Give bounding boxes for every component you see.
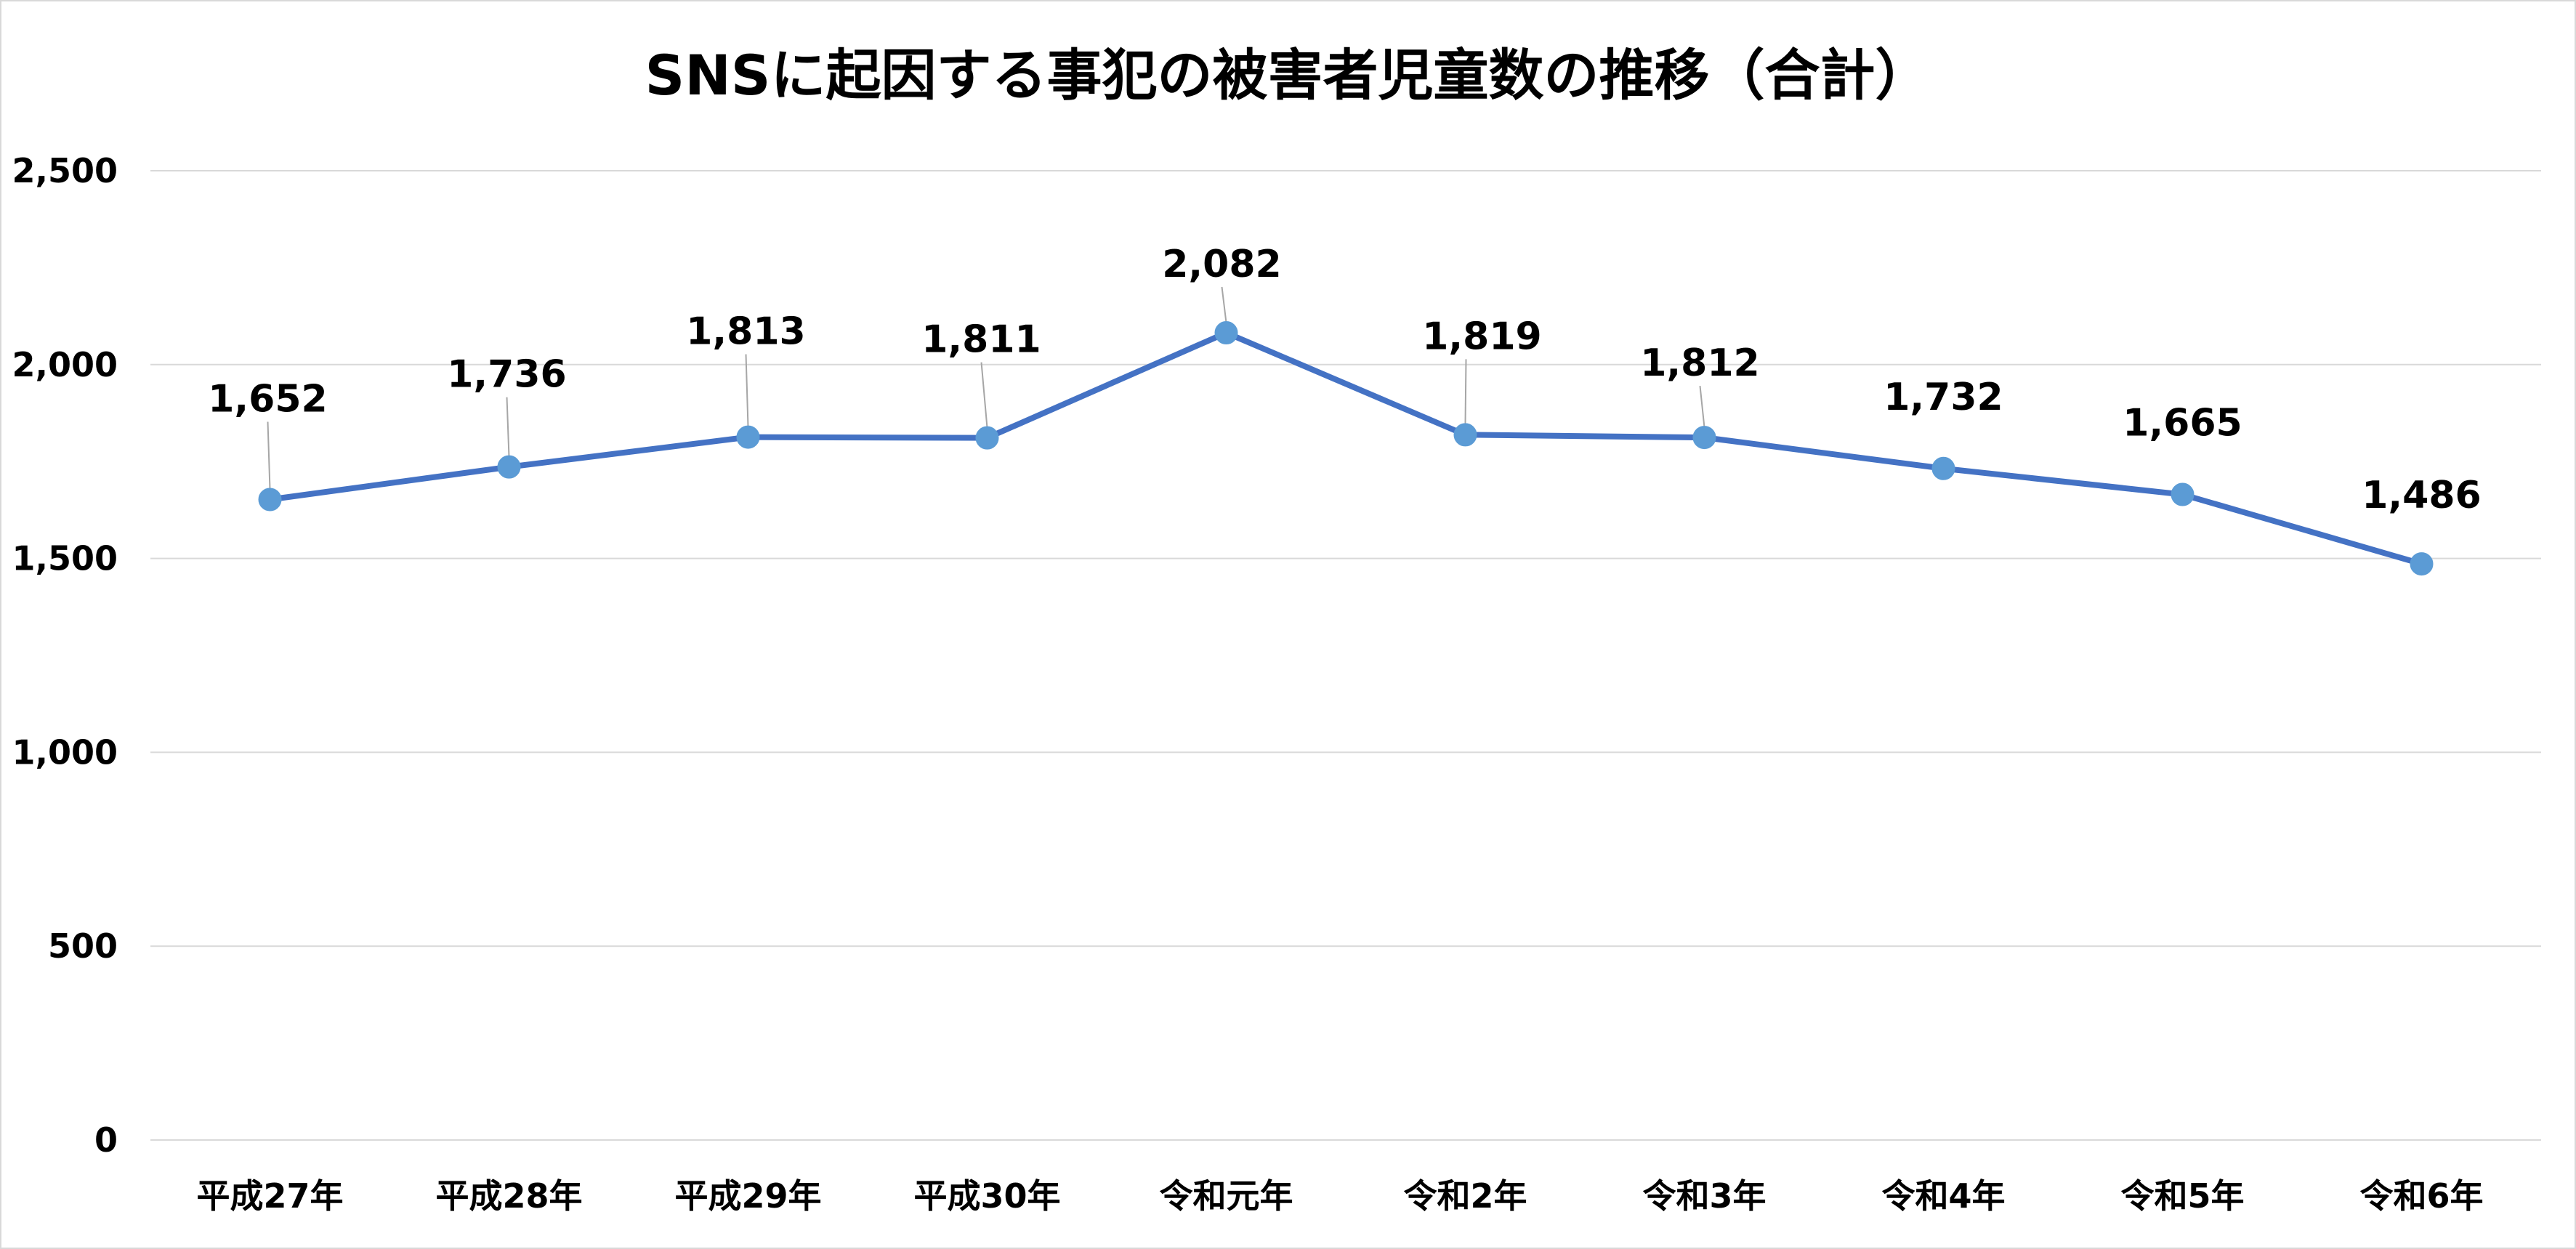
leader-line [980,362,988,428]
chart-title: SNSに起因する事犯の被害者児童数の推移（合計） [645,43,1930,108]
series-line-layer [267,330,2425,567]
y-tick-label: 1,500 [12,539,118,578]
data-point [497,455,521,479]
data-label: 1,652 [208,377,327,421]
y-tick-label: 2,000 [12,345,118,384]
data-label: 2,082 [1162,243,1281,286]
series-line [267,330,2425,567]
x-axis: 平成27年 平成28年 平成29年 平成30年 令和元年 令和2年 令和3年 令和4年 令和5年… [196,1176,2483,1216]
x-tick-label: 平成30年 [913,1176,1060,1216]
y-tick-label: 2,500 [12,151,118,190]
x-tick-label: 令和5年 [2120,1176,2244,1216]
data-point [2410,552,2434,576]
x-tick-label: 令和6年 [2359,1176,2483,1216]
data-markers [258,321,2434,576]
y-tick-label: 500 [48,926,118,966]
data-point [1692,426,1716,450]
leader-lines [267,286,1705,490]
data-point [1214,321,1238,345]
data-point [258,488,282,512]
x-tick-label: 平成27年 [196,1176,343,1216]
data-label: 1,486 [2362,474,2481,517]
x-tick-label: 令和4年 [1881,1176,2005,1216]
data-label: 1,665 [2123,402,2242,445]
data-point [1453,423,1477,447]
data-label: 1,732 [1883,376,2003,419]
data-label: 1,812 [1640,341,1759,385]
data-point [736,425,760,449]
leader-line [745,354,749,427]
leader-line [1699,386,1705,428]
data-label: 1,736 [447,353,566,397]
data-point [1931,456,1955,480]
x-tick-label: 令和2年 [1403,1176,1527,1216]
x-tick-label: 令和3年 [1642,1176,1766,1216]
y-tick-label: 0 [94,1120,118,1160]
data-point [2171,482,2195,506]
data-point [975,426,999,450]
data-label: 1,819 [1422,315,1541,358]
y-axis: 0 500 1,000 1,500 2,000 2,500 [12,151,118,1160]
leader-line [1221,286,1227,323]
leader-line [267,421,271,490]
gridlines [150,170,2541,1141]
leader-line [506,397,510,457]
data-label: 1,813 [686,310,805,354]
y-tick-label: 1,000 [12,732,118,772]
x-tick-label: 平成28年 [435,1176,582,1216]
data-labels: 1,652 1,736 1,813 1,811 2,082 1,819 1,812 1,732… [208,243,2481,517]
x-tick-label: 令和元年 [1160,1176,1293,1216]
x-tick-label: 平成29年 [674,1176,821,1216]
data-label: 1,811 [921,318,1041,362]
